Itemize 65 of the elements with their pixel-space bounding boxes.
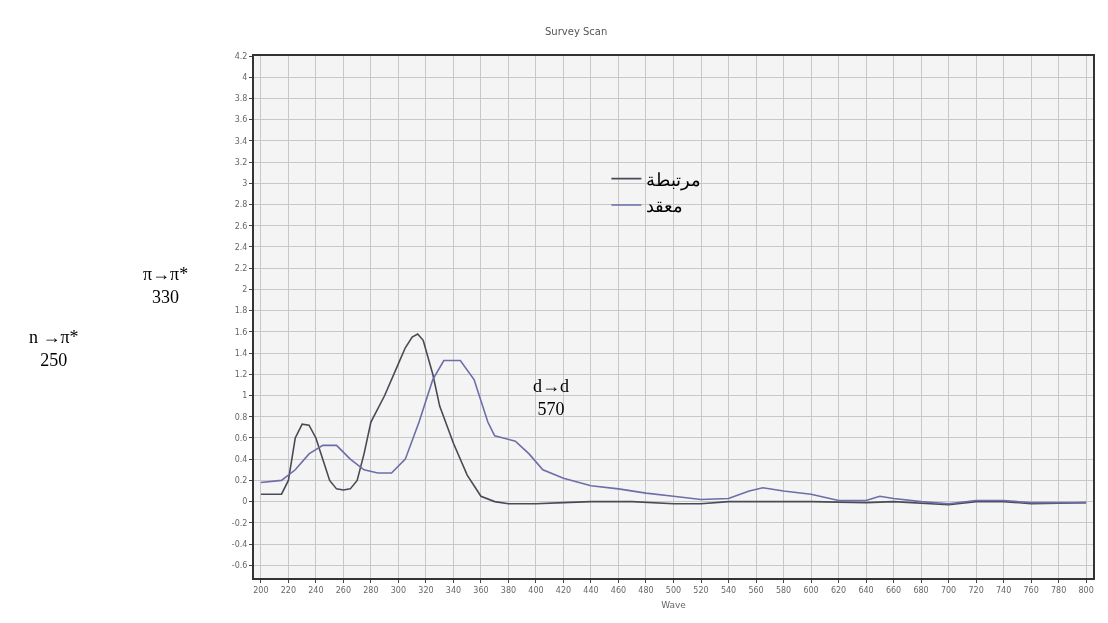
- x-tick-label: 360: [473, 585, 489, 595]
- x-tick-label: 440: [583, 585, 599, 595]
- y-tick-label: 1.8: [234, 306, 248, 316]
- y-tick-label: 0: [242, 497, 248, 507]
- y-tick-label: 4.2: [234, 51, 248, 61]
- x-tick-label: 300: [390, 585, 407, 595]
- y-tick-label: 2.6: [234, 221, 248, 231]
- x-tick-label: 620: [830, 585, 847, 595]
- x-tick-label: 220: [280, 585, 297, 595]
- y-tick-label: 2.2: [234, 264, 248, 273]
- x-tick-label: 720: [968, 585, 984, 595]
- y-tick-label: 3: [242, 179, 248, 189]
- x-tick-label: 760: [1023, 585, 1039, 595]
- y-tick-label: 3.4: [234, 136, 248, 146]
- x-tick-label: 380: [500, 585, 517, 595]
- text: n →π* 250: [29, 327, 79, 371]
- x-tick-label: 600: [803, 585, 819, 595]
- x-tick-label: 260: [335, 585, 352, 595]
- y-tick-label: 1.6: [234, 327, 248, 337]
- x-tick-label: 520: [693, 585, 709, 595]
- x-tick-label: 780: [1050, 585, 1067, 595]
- x-tick-label: 240: [308, 585, 324, 595]
- y-tick-label: 2.8: [234, 200, 248, 210]
- x-tick-label: 740: [995, 585, 1012, 595]
- x-tick-label: 280: [363, 585, 379, 595]
- x-tick-label: 680: [913, 585, 929, 595]
- x-tick-label: 480: [638, 585, 654, 595]
- line-series: [260, 333, 1087, 506]
- y-tick-label: 3.2: [234, 157, 248, 167]
- y-tick-label: 2.4: [234, 242, 248, 252]
- y-tick-label: 1.2: [234, 370, 248, 380]
- y-tick-label: 0.4: [234, 454, 248, 464]
- x-axis-title: Wave: [661, 599, 687, 610]
- legend-label: مرتبطة: [646, 169, 702, 191]
- y-tick-label: 3.8: [234, 94, 248, 104]
- chart-title: Survey Scan: [545, 26, 608, 38]
- y-tick-label: 1: [242, 391, 248, 401]
- y-tick-label: 2: [242, 285, 248, 295]
- line-series: [260, 359, 1087, 505]
- y-tick-label: 0.8: [234, 412, 248, 422]
- y-tick-label: 1.4: [234, 348, 248, 358]
- x-tick-label: 400: [528, 585, 544, 595]
- x-tick-label: 340: [445, 585, 462, 595]
- y-tick-label: -0.6: [231, 561, 248, 571]
- x-tick-label: 460: [610, 585, 627, 595]
- x-tick-label: 540: [720, 585, 737, 595]
- y-tick-label: -0.4: [231, 539, 248, 549]
- text: π→π* 330: [143, 264, 189, 308]
- x-tick-label: 320: [418, 585, 434, 595]
- y-tick-label: 4: [242, 73, 248, 83]
- legend-label: معقد: [646, 196, 684, 217]
- x-tick-label: 580: [775, 585, 792, 595]
- y-tick-label: -0.2: [231, 518, 248, 528]
- x-tick-label: 200: [253, 585, 269, 595]
- x-tick-label: 800: [1078, 585, 1094, 595]
- annotation: d→d 570: [533, 376, 569, 420]
- x-tick-label: 660: [885, 585, 902, 595]
- y-tick-label: 0.6: [234, 433, 248, 443]
- x-tick-label: 500: [665, 585, 682, 595]
- y-tick-label: 3.6: [234, 115, 248, 125]
- x-tick-label: 560: [748, 585, 764, 595]
- x-tick-label: 420: [555, 585, 572, 595]
- y-tick-label: 0.2: [234, 476, 248, 486]
- x-tick-label: 700: [940, 585, 957, 595]
- x-tick-label: 640: [858, 585, 874, 595]
